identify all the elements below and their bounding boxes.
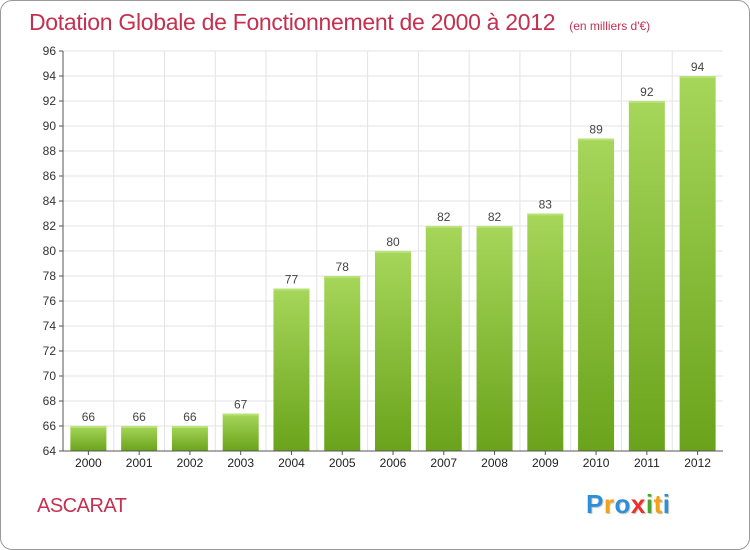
- bars: 66 66 66 67 77 78 80 82 82 83 89 92 94: [70, 60, 716, 451]
- y-tick-label: 64: [43, 444, 57, 458]
- axes: 64 66 68 70 72 74 76 78 80 82 84 86 88 90 92 94 96 2000 20…: [43, 44, 723, 470]
- bar-2012: [679, 76, 716, 451]
- data-label-2003: 67: [234, 398, 248, 412]
- data-label-2000: 66: [82, 410, 96, 424]
- y-tick-label: 80: [43, 244, 57, 258]
- bar-2009: [527, 213, 564, 451]
- data-label-2008: 82: [488, 210, 502, 224]
- y-tick-label: 82: [43, 219, 57, 233]
- y-tick-label: 90: [43, 119, 57, 133]
- data-label-2011: 92: [640, 85, 654, 99]
- bar-2006: [375, 251, 411, 451]
- bar-highlight: [578, 138, 615, 141]
- x-tick-label-2008: 2008: [481, 456, 508, 470]
- x-tick-label-2010: 2010: [583, 456, 610, 470]
- bar-2010: [578, 138, 615, 451]
- bar-2002: [171, 426, 208, 451]
- y-tick-label: 76: [43, 294, 57, 308]
- x-tick-label-2001: 2001: [126, 456, 153, 470]
- x-tick-label-2009: 2009: [532, 456, 559, 470]
- bar-highlight: [121, 426, 158, 428]
- y-tick-label: 70: [43, 369, 57, 383]
- data-label-2006: 80: [386, 235, 400, 249]
- bar-2005: [324, 276, 361, 451]
- y-tick-label: 94: [43, 69, 57, 83]
- y-tick-label: 78: [43, 269, 57, 283]
- x-tick-label-2000: 2000: [75, 456, 102, 470]
- data-label-2002: 66: [183, 410, 197, 424]
- bar-highlight: [628, 101, 665, 103]
- data-label-2005: 78: [336, 260, 350, 274]
- x-tick-label-2012: 2012: [684, 456, 711, 470]
- data-label-2009: 83: [539, 198, 553, 212]
- x-tick-label-2005: 2005: [329, 456, 356, 470]
- x-tick-label-2011: 2011: [634, 456, 660, 470]
- x-tick-label-2003: 2003: [227, 456, 254, 470]
- data-label-2007: 82: [437, 210, 451, 224]
- bar-highlight: [476, 226, 513, 228]
- logo-letter: i: [662, 489, 671, 519]
- bar-highlight: [425, 226, 462, 228]
- logo-letter: r: [603, 489, 615, 519]
- bar-highlight: [679, 76, 716, 78]
- y-tick-label: 84: [43, 194, 57, 208]
- bar-2001: [121, 426, 158, 451]
- bar-highlight: [324, 276, 361, 278]
- y-tick-label: 86: [43, 169, 57, 183]
- logo-letter: o: [614, 489, 631, 519]
- data-label-2012: 94: [691, 60, 705, 74]
- y-tick-label: 96: [43, 44, 57, 58]
- y-tick-label: 92: [43, 94, 57, 108]
- logo-letter: t: [653, 489, 663, 519]
- x-tick-label-2006: 2006: [380, 456, 407, 470]
- bar-highlight: [70, 426, 107, 428]
- logo-letter: P: [586, 489, 604, 519]
- x-tick-label-2007: 2007: [430, 456, 457, 470]
- chart-subtitle: (en milliers d'€): [569, 19, 651, 33]
- y-tick-label: 72: [43, 344, 57, 358]
- y-tick-label: 68: [43, 394, 57, 408]
- bar-2007: [425, 226, 462, 451]
- bar-highlight: [527, 213, 564, 216]
- x-tick-label-2002: 2002: [177, 456, 204, 470]
- bar-2008: [476, 226, 513, 451]
- data-label-2004: 77: [285, 273, 299, 287]
- bar-highlight: [375, 251, 411, 253]
- proxiti-logo: Proxiti: [586, 489, 670, 520]
- bar-2011: [628, 101, 665, 451]
- bar-2004: [273, 288, 310, 451]
- bar-highlight: [222, 413, 259, 416]
- data-label-2001: 66: [132, 410, 146, 424]
- bar-highlight: [171, 426, 208, 428]
- x-tick-label-2004: 2004: [278, 456, 305, 470]
- bar-2003: [222, 413, 259, 451]
- y-tick-label: 66: [43, 419, 57, 433]
- data-label-2010: 89: [589, 123, 603, 137]
- logo-letter: i: [645, 489, 654, 519]
- chart-title: Dotation Globale de Fonctionnement de 20…: [29, 9, 651, 35]
- logo-letter: x: [630, 489, 646, 519]
- y-tick-label: 88: [43, 144, 57, 158]
- commune-name: ASCARAT: [37, 495, 127, 517]
- bar-2000: [70, 426, 107, 451]
- bar-highlight: [273, 288, 310, 291]
- y-tick-label: 74: [43, 319, 57, 333]
